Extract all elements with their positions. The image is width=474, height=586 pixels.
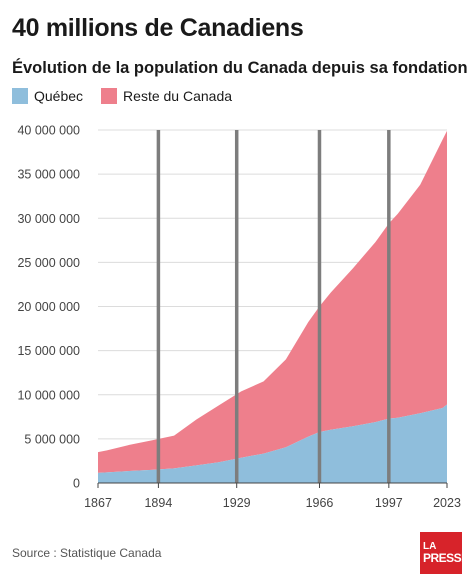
legend-item-quebec: Québec (12, 88, 83, 104)
legend-swatch-quebec (12, 88, 28, 104)
x-tick-label-1966: 1966 (306, 496, 334, 510)
y-tick-label-6: 30 000 000 (17, 212, 80, 226)
area-series-reste-du-canada (98, 130, 447, 473)
legend-swatch-reste-du-canada (101, 88, 118, 104)
legend: Québec Reste du Canada (12, 88, 250, 104)
y-tick-label-0: 0 (73, 477, 80, 491)
logo-text-top: LA (423, 541, 437, 552)
y-tick-label-5: 25 000 000 (17, 256, 80, 270)
source-note: Source : Statistique Canada (12, 546, 162, 560)
y-tick-label-3: 15 000 000 (17, 344, 80, 358)
la-presse-logo: LA PRESSE (420, 532, 469, 574)
x-tick-label-1894: 1894 (144, 496, 172, 510)
y-tick-label-7: 35 000 000 (17, 168, 80, 182)
area-series-quebec (98, 404, 447, 483)
x-tick-label-1997: 1997 (375, 496, 403, 510)
y-tick-label-1: 5 000 000 (24, 432, 80, 446)
x-tick-label-1929: 1929 (223, 496, 251, 510)
legend-label-reste-du-canada: Reste du Canada (123, 88, 233, 104)
legend-label-quebec: Québec (34, 88, 84, 104)
y-tick-label-4: 20 000 000 (17, 300, 80, 314)
logo-text-bottom: PRESSE (423, 551, 469, 565)
legend-item-reste-du-canada: Reste du Canada (101, 88, 232, 104)
y-tick-label-2: 10 000 000 (17, 388, 80, 402)
chart-title: 40 millions de Canadiens (12, 14, 304, 42)
chart-subtitle: Évolution de la population du Canada dep… (12, 59, 468, 77)
x-tick-label-1867: 1867 (84, 496, 112, 510)
y-tick-label-8: 40 000 000 (17, 124, 80, 138)
x-tick-label-2023: 2023 (433, 496, 461, 510)
